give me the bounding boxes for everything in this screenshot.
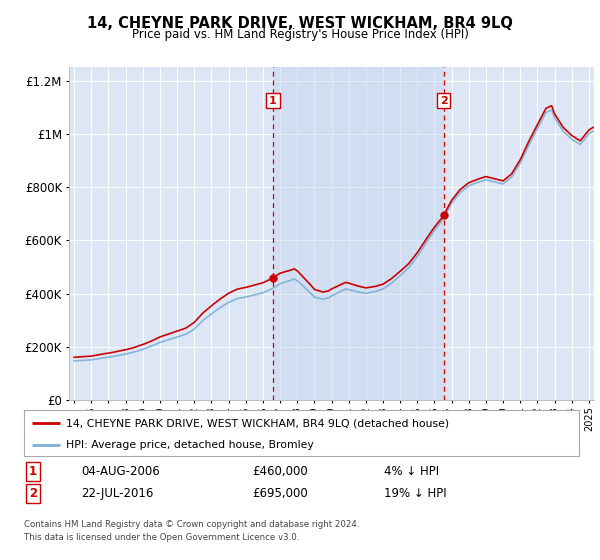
Text: £460,000: £460,000 bbox=[252, 465, 308, 478]
Text: 14, CHEYNE PARK DRIVE, WEST WICKHAM, BR4 9LQ (detached house): 14, CHEYNE PARK DRIVE, WEST WICKHAM, BR4… bbox=[65, 418, 449, 428]
Text: 2: 2 bbox=[29, 487, 37, 501]
Text: Price paid vs. HM Land Registry's House Price Index (HPI): Price paid vs. HM Land Registry's House … bbox=[131, 28, 469, 41]
Text: 1: 1 bbox=[269, 96, 277, 105]
Text: This data is licensed under the Open Government Licence v3.0.: This data is licensed under the Open Gov… bbox=[24, 533, 299, 542]
Text: 19% ↓ HPI: 19% ↓ HPI bbox=[384, 487, 446, 501]
Text: 2: 2 bbox=[440, 96, 448, 105]
Text: 14, CHEYNE PARK DRIVE, WEST WICKHAM, BR4 9LQ: 14, CHEYNE PARK DRIVE, WEST WICKHAM, BR4… bbox=[87, 16, 513, 31]
Text: Contains HM Land Registry data © Crown copyright and database right 2024.: Contains HM Land Registry data © Crown c… bbox=[24, 520, 359, 529]
Text: 1: 1 bbox=[29, 465, 37, 478]
Text: 22-JUL-2016: 22-JUL-2016 bbox=[81, 487, 154, 501]
Bar bbox=[273, 67, 444, 400]
Text: 04-AUG-2006: 04-AUG-2006 bbox=[81, 465, 160, 478]
Text: HPI: Average price, detached house, Bromley: HPI: Average price, detached house, Brom… bbox=[65, 440, 313, 450]
Text: £695,000: £695,000 bbox=[252, 487, 308, 501]
Text: 4% ↓ HPI: 4% ↓ HPI bbox=[384, 465, 439, 478]
